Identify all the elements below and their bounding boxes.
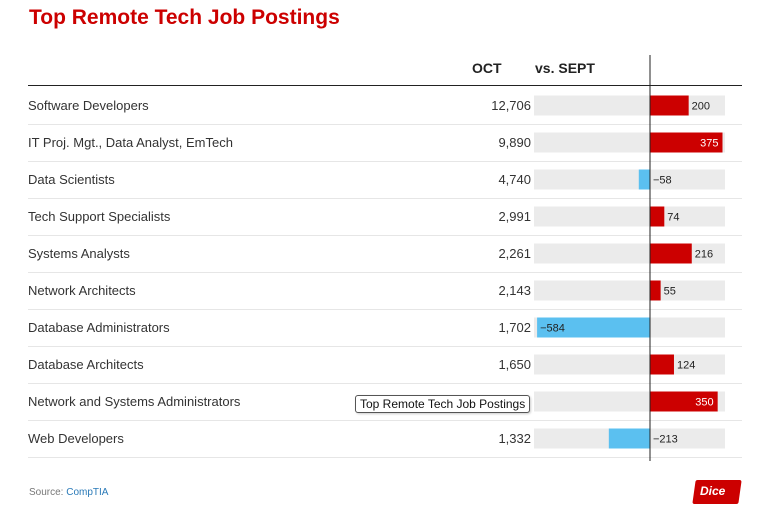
change-bar[interactable]: [650, 391, 718, 412]
row-oct-value: 1,332: [498, 431, 531, 446]
bar-track: [534, 354, 725, 375]
source-link[interactable]: CompTIA: [66, 487, 109, 498]
table-row: Web Developers 1,332: [28, 420, 742, 458]
table-row: IT Proj. Mgt., Data Analyst, EmTech 9,890: [28, 124, 742, 162]
row-oct-value: 4,740: [498, 172, 531, 187]
row-oct-value: 1,650: [498, 357, 531, 372]
row-oct-value: 12,706: [491, 98, 531, 113]
row-label: Tech Support Specialists: [28, 209, 171, 224]
bar-track: [534, 169, 725, 190]
row-oct-value: 2,143: [498, 283, 531, 298]
change-bar[interactable]: [537, 317, 650, 338]
change-bar[interactable]: [608, 428, 650, 449]
table-row: Network and Systems Administrators: [28, 383, 742, 421]
row-oct-value: 9,890: [498, 135, 531, 150]
table-row: Network Architects 2,143: [28, 272, 742, 310]
bar-track: [534, 280, 725, 301]
column-header-oct: OCT: [472, 60, 502, 76]
row-oct-value: 2,991: [498, 209, 531, 224]
tooltip: Top Remote Tech Job Postings: [355, 395, 531, 413]
source-note: Source: CompTIA: [29, 487, 108, 498]
bar-value-label: 74: [667, 212, 679, 224]
change-bar[interactable]: [650, 243, 692, 264]
table-row: Database Administrators 1,702: [28, 309, 742, 347]
row-label: Software Developers: [28, 98, 149, 113]
row-label: Network and Systems Administrators: [28, 394, 241, 409]
bar-value-label: 375: [700, 138, 718, 150]
bar-value-label: 200: [692, 101, 710, 113]
bar-track: [534, 206, 725, 227]
header-divider: [28, 85, 742, 86]
bar-value-label: 55: [664, 286, 676, 298]
row-oct-value: 2,261: [498, 246, 531, 261]
bar-value-label: −58: [653, 175, 672, 187]
table-row: Tech Support Specialists 2,991: [28, 198, 742, 236]
row-label: Web Developers: [28, 431, 124, 446]
source-label: Source:: [29, 487, 64, 498]
bar-value-label: 350: [695, 397, 713, 409]
row-label: Database Administrators: [28, 320, 170, 335]
table-row: Systems Analysts 2,261: [28, 235, 742, 273]
row-oct-value: 1,702: [498, 320, 531, 335]
change-bar[interactable]: [650, 95, 689, 116]
row-label: Systems Analysts: [28, 246, 130, 261]
table-row: Software Developers 12,706: [28, 87, 742, 125]
change-bar[interactable]: [650, 354, 674, 375]
bar-value-label: −584: [540, 323, 565, 335]
row-label: Data Scientists: [28, 172, 115, 187]
table-row: Database Architects 1,650: [28, 346, 742, 384]
bar-value-label: 124: [677, 360, 695, 372]
chart-title: Top Remote Tech Job Postings: [29, 6, 340, 29]
bar-value-label: −213: [653, 434, 678, 446]
table-row: Data Scientists 4,740: [28, 161, 742, 199]
change-bar[interactable]: [650, 132, 723, 153]
change-bar[interactable]: [650, 280, 661, 301]
row-label: Database Architects: [28, 357, 144, 372]
change-bar[interactable]: [650, 206, 665, 227]
column-header-vs-sept: vs. SEPT: [535, 60, 595, 76]
row-label: Network Architects: [28, 283, 136, 298]
change-bar[interactable]: [638, 169, 650, 190]
bar-value-label: 216: [695, 249, 713, 261]
dice-logo-text: Dice: [700, 484, 726, 498]
row-label: IT Proj. Mgt., Data Analyst, EmTech: [28, 135, 233, 150]
